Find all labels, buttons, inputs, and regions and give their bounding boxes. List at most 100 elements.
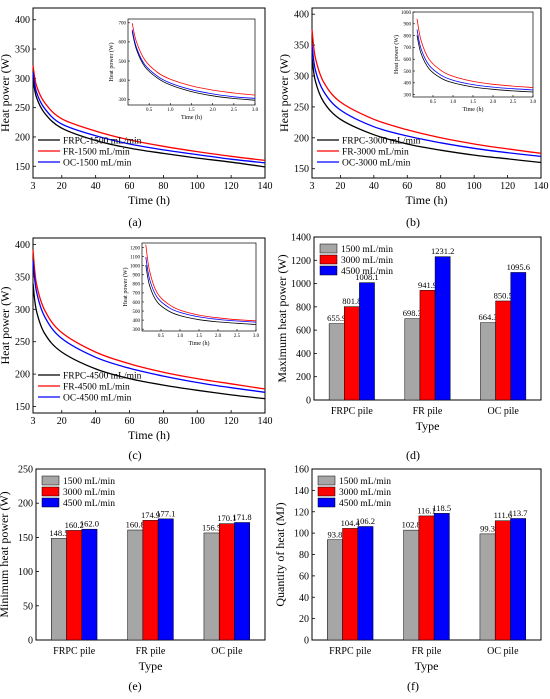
inset-series-line-2	[131, 29, 256, 99]
y-tick-label: 160	[294, 465, 309, 476]
bar	[433, 513, 450, 641]
y-axis-label: Minimum heat power (W)	[0, 491, 11, 617]
inset-frame	[412, 11, 534, 98]
y-tick-label: 800	[296, 302, 311, 313]
series-line-0	[311, 57, 542, 164]
series-line-1	[32, 249, 266, 390]
inset-x-tick-label: 1.5	[470, 100, 477, 105]
y-tick-label: 120	[294, 507, 309, 518]
inset-y-tick-label: 1200	[130, 246, 141, 251]
y-tick-label: 150	[18, 533, 33, 544]
inset-series-line-2	[145, 256, 257, 323]
bar	[66, 530, 83, 641]
series-line-0	[32, 78, 266, 168]
legend-swatch	[41, 497, 60, 508]
y-tick-label: 150	[15, 162, 30, 173]
bar-value-label: 170.1	[217, 513, 236, 523]
bar	[404, 318, 421, 401]
inset-x-tick-label: 1.0	[177, 334, 184, 339]
bar-value-label: 93.8	[327, 529, 342, 539]
inset-series-line-2	[416, 29, 534, 91]
y-tick-label: 1000	[291, 279, 311, 290]
inset-y-tick-label: 1000	[130, 264, 141, 269]
panel-label: (d)	[406, 448, 420, 462]
x-tick-label: 3	[31, 416, 36, 427]
bar-value-label: 177.1	[156, 508, 175, 518]
inset-series-line-0	[131, 31, 256, 101]
x-tick-label: 100	[190, 181, 205, 192]
bar-value-label: 156.5	[202, 522, 221, 532]
inset-chart: 0.5 1.0 1.5 2.0 2.5 3.0 300 400 500 600 700 800 900 1…	[393, 11, 537, 113]
inset-series-line-1	[416, 18, 534, 88]
inset-y-tick-label: 600	[404, 58, 412, 63]
inset-y-tick-label: 500	[133, 310, 141, 315]
x-tick-label: 120	[500, 181, 515, 192]
x-tick-label: 80	[158, 181, 168, 192]
y-tick-label: 1200	[291, 256, 311, 267]
bar-value-label: 850.5	[494, 290, 513, 300]
x-tick-label: 80	[158, 416, 168, 427]
x-tick-label: 3	[31, 181, 36, 192]
y-tick-label: 300	[15, 305, 30, 316]
x-tick-label: 40	[369, 181, 379, 192]
inset-y-tick-label: 900	[404, 23, 412, 28]
x-axis-label: Time (h)	[406, 193, 448, 207]
bar	[359, 282, 375, 401]
legend-label: 4500 mL/min	[63, 499, 115, 509]
x-tick-label: 140	[258, 416, 273, 427]
y-tick-label: 350	[15, 45, 30, 56]
bar	[157, 518, 174, 641]
y-tick-label: 250	[15, 103, 30, 114]
y-tick-label: 40	[299, 593, 309, 604]
bar-value-label: 99.3	[480, 523, 495, 533]
inset-y-tick-label: 500	[119, 60, 127, 65]
x-tick-label: OC pile	[487, 646, 519, 657]
x-tick-label: 120	[224, 416, 239, 427]
bar-value-label: 160.2	[65, 520, 84, 530]
line-chart-panel: 3 20 40 60 80 100 120 140 150 200 250 300 350 400 Time…	[277, 7, 549, 229]
x-tick-label: 80	[436, 181, 446, 192]
x-tick-label: 40	[91, 181, 101, 192]
line-chart-panel: 3 20 40 60 80 100 120 140 150 200 250 300 350 400 Time…	[0, 7, 273, 229]
inset-x-tick-label: 1.5	[188, 108, 195, 113]
y-tick-label: 600	[296, 326, 311, 337]
bar-value-label: 111.6	[494, 510, 513, 520]
y-tick-label: 250	[15, 337, 30, 348]
x-tick-label: 120	[224, 181, 239, 192]
y-tick-label: 60	[299, 571, 309, 582]
x-tick-label: 100	[190, 416, 205, 427]
legend-label: FRPC-1500 mL/min	[63, 137, 142, 147]
bar-value-label: 148.5	[49, 528, 68, 538]
inset-x-tick-label: 0.5	[146, 108, 153, 113]
bar	[403, 529, 420, 641]
inset-y-axis-label: Heat power (W)	[122, 268, 129, 307]
bar-value-label: 664.3	[478, 312, 497, 322]
bar	[203, 532, 220, 641]
inset-y-tick-label: 1000	[401, 11, 412, 16]
x-tick-label: 20	[335, 181, 345, 192]
inset-x-axis-label: Time (h)	[189, 340, 210, 347]
x-tick-label: FR pile	[413, 406, 443, 417]
bar	[480, 322, 496, 401]
legend-swatch	[317, 497, 336, 508]
legend-label: 1500 mL/min	[341, 245, 393, 255]
bar-value-label: 106.2	[356, 516, 375, 526]
legend-swatch	[319, 254, 338, 265]
y-axis-label: Quantity of heat (MJ)	[273, 502, 287, 606]
x-tick-label: FR pile	[412, 646, 442, 657]
bar	[434, 256, 451, 401]
legend-label: OC-4500 mL/min	[63, 394, 132, 404]
inset-y-tick-label: 300	[133, 328, 141, 333]
x-tick-label: FRPC pile	[329, 646, 372, 657]
inset-frame	[127, 18, 256, 106]
bar	[344, 306, 360, 401]
bar-value-label: 171.8	[233, 512, 252, 522]
y-tick-label: 140	[294, 486, 309, 497]
bar-value-label: 941.9	[418, 280, 437, 290]
bar-value-label: 160.8	[126, 520, 145, 530]
bar	[328, 323, 345, 401]
inset-x-tick-label: 2.0	[210, 108, 217, 113]
series-line-0	[32, 283, 266, 400]
inset-series-line-0	[145, 264, 257, 325]
bar	[218, 523, 235, 641]
